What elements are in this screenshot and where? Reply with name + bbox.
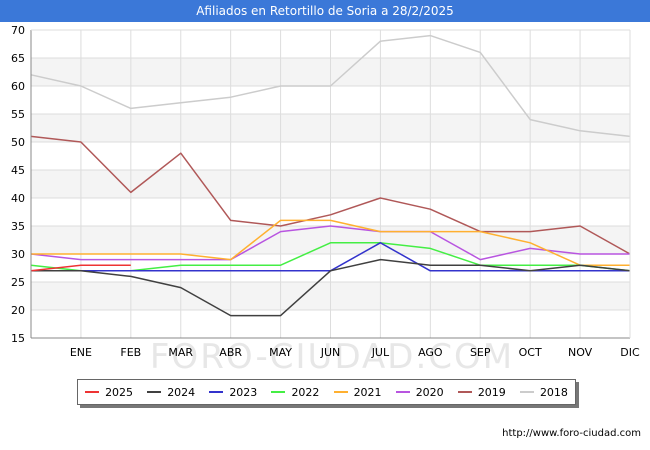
y-tick-label: 20	[11, 304, 25, 317]
legend-label: 2025	[105, 385, 134, 399]
legend-swatch	[457, 391, 472, 393]
x-tick-label: MAY	[269, 346, 292, 359]
legend-item-2025: 2025	[85, 386, 133, 399]
x-tick-label: AGO	[418, 346, 443, 359]
x-tick-label: ABR	[219, 346, 242, 359]
x-tick-label: MAR	[168, 346, 193, 359]
legend-swatch	[209, 391, 224, 393]
x-tick-label: JUN	[320, 346, 341, 359]
x-tick-label: NOV	[568, 346, 593, 359]
series-line-2019	[30, 135, 631, 255]
series-line-2018	[30, 34, 631, 138]
x-tick-label: JUL	[371, 346, 390, 359]
y-tick-label: 40	[11, 192, 25, 205]
y-tick-label: 55	[11, 108, 25, 121]
legend-label: 2018	[539, 385, 568, 399]
series-lines	[30, 34, 631, 317]
y-tick-label: 15	[11, 332, 25, 345]
y-tick-label: 60	[11, 80, 25, 93]
x-tick-label: ENE	[70, 346, 92, 359]
y-tick-label: 50	[11, 136, 25, 149]
series-line-2021	[31, 219, 630, 266]
legend-label: 2020	[415, 385, 444, 399]
legend-swatch	[395, 391, 410, 393]
legend-label: 2021	[353, 385, 382, 399]
footer-url: http://www.foro-ciudad.com	[502, 428, 641, 439]
series-line-2025	[30, 264, 131, 272]
legend-item-2024: 2024	[147, 386, 195, 399]
legend-swatch	[333, 391, 348, 393]
legend-swatch	[519, 391, 534, 393]
y-tick-label: 65	[11, 52, 25, 65]
legend-item-2023: 2023	[209, 386, 257, 399]
x-tick-label: OCT	[519, 346, 542, 359]
x-tick-label: DIC	[620, 346, 640, 359]
y-tick-labels: 15 20 25 30 35 40 45 50 55 60 65 70	[11, 24, 25, 345]
x-tick-labels: ENE FEB MAR ABR MAY JUN JUL AGO SEP OCT NOV DIC	[70, 346, 640, 359]
series-line-2024	[31, 258, 631, 317]
legend: 2025 2024 2023 2022 2021 2020 2019 2018	[77, 379, 576, 405]
y-tick-label: 25	[11, 276, 25, 289]
y-tick-label: 45	[11, 164, 25, 177]
legend-item-2022: 2022	[271, 386, 319, 399]
legend-label: 2022	[291, 385, 320, 399]
x-tick-label: SEP	[470, 346, 491, 359]
legend-item-2018: 2018	[519, 385, 568, 399]
legend-item-2019: 2019	[457, 385, 506, 399]
legend-swatch	[85, 391, 100, 393]
axes	[30, 29, 631, 339]
legend-label: 2019	[477, 385, 506, 399]
series-line-2020	[30, 225, 630, 261]
y-tick-label: 70	[11, 24, 25, 37]
y-tick-label: 30	[11, 248, 25, 261]
legend-item-2020: 2020	[395, 385, 444, 399]
y-tick-label: 35	[11, 220, 25, 233]
x-tick-label: FEB	[120, 346, 141, 359]
chart-title: Afiliados en Retortillo de Soria a 28/2/…	[0, 0, 650, 22]
legend-swatch	[147, 391, 162, 393]
watermark: FORO-CIUDAD.COM	[150, 337, 514, 377]
legend-label: 2024	[167, 385, 196, 399]
legend-item-2021: 2021	[333, 385, 382, 399]
legend-label: 2023	[229, 385, 258, 399]
legend-swatch	[271, 391, 286, 393]
